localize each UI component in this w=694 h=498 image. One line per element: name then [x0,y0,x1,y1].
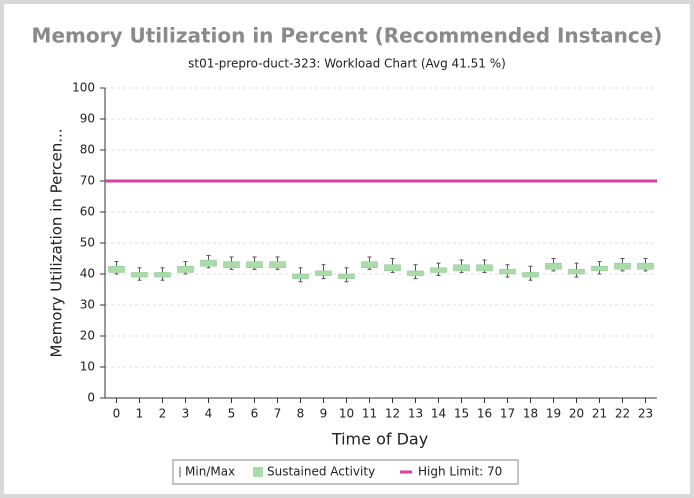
x-tick-label: 3 [182,407,190,421]
y-axis-label: Memory Utilization in Percen... [48,128,66,357]
x-tick-label: 18 [523,407,538,421]
legend-label: Sustained Activity [267,465,375,479]
sustained-box [614,262,631,270]
y-tick-label: 100 [72,81,95,95]
sustained-box [430,267,447,273]
sustained-box [384,264,401,272]
x-tick-label: 5 [228,407,236,421]
y-tick-label: 0 [87,391,95,405]
y-tick-label: 40 [80,267,95,281]
sustained-box [108,266,125,273]
y-tick-label: 80 [80,143,95,157]
sustained-box [269,261,286,269]
sustained-box [131,272,148,278]
sustained-box [200,259,217,267]
sustained-box [338,273,355,279]
x-tick-label: 12 [385,407,400,421]
y-tick-label: 60 [80,205,95,219]
x-tick-label: 7 [274,407,282,421]
x-tick-label: 1 [136,407,144,421]
y-tick-label: 50 [80,236,95,250]
y-tick-label: 90 [80,112,95,126]
sustained-box [591,266,608,272]
sustained-box [407,270,424,276]
x-tick-label: 11 [362,407,377,421]
x-tick-label: 20 [569,407,584,421]
sustained-box [223,261,240,269]
x-tick-label: 10 [339,407,354,421]
chart-subtitle: st01-prepro-duct-323: Workload Chart (Av… [188,57,506,71]
sustained-box [246,261,263,269]
x-tick-label: 6 [251,407,259,421]
legend-label: High Limit: 70 [418,465,502,479]
x-tick-label: 19 [546,407,561,421]
x-tick-label: 23 [638,407,653,421]
x-tick-label: 0 [113,407,121,421]
sustained-box [315,270,332,276]
legend-label: Min/Max [185,465,235,479]
x-tick-label: 9 [320,407,328,421]
sustained-box [545,262,562,270]
x-tick-label: 8 [297,407,305,421]
x-tick-label: 2 [159,407,167,421]
sustained-box [637,262,654,270]
y-tick-label: 30 [80,298,95,312]
sustained-box [499,269,516,275]
x-axis-label: Time of Day [331,430,428,449]
x-tick-label: 17 [500,407,515,421]
sustained-box [361,261,378,269]
legend-swatch [253,467,263,477]
y-tick-label: 70 [80,174,95,188]
y-tick-label: 10 [80,360,95,374]
sustained-box [154,272,171,278]
x-tick-label: 13 [408,407,423,421]
x-tick-label: 21 [592,407,607,421]
x-tick-label: 16 [477,407,492,421]
sustained-box [453,264,470,272]
y-tick-label: 20 [80,329,95,343]
chart-title: Memory Utilization in Percent (Recommend… [32,24,663,48]
legend-box [172,459,519,485]
sustained-box [568,269,585,275]
x-tick-label: 15 [454,407,469,421]
x-tick-label: 14 [431,407,446,421]
x-tick-label: 22 [615,407,630,421]
sustained-box [476,264,493,272]
x-tick-label: 4 [205,407,213,421]
sustained-box [292,273,309,279]
sustained-box [522,272,539,278]
sustained-box [177,266,194,273]
